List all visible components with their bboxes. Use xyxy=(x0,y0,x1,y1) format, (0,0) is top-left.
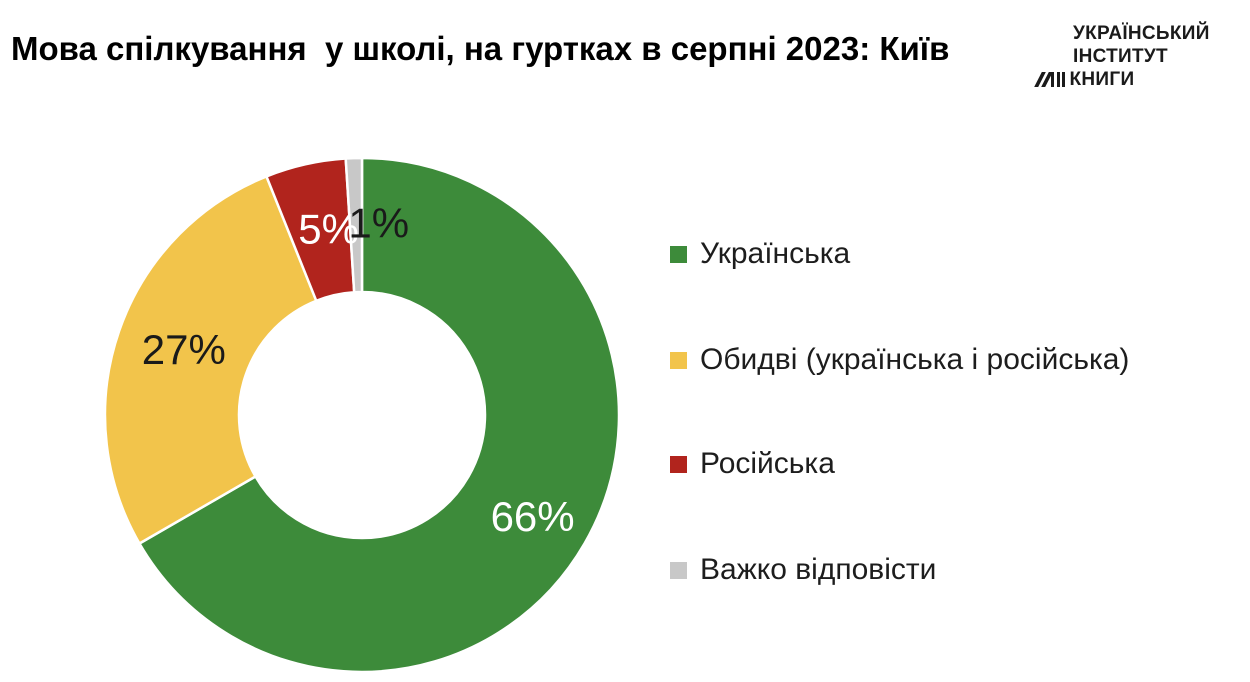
publisher-logo: УКРАЇНСЬКИЙ ІНСТИТУТ КНИГИ xyxy=(1034,22,1250,91)
legend-item-2: Обидві (українська і російська) xyxy=(670,343,1129,377)
book-institute-mark-icon xyxy=(1034,72,1068,87)
slice-percentage-label-3: 5% xyxy=(298,205,359,252)
legend-label: Важко відповісти xyxy=(700,553,937,586)
donut-chart-svg: 66% 27% 5%1% xyxy=(103,156,621,674)
legend-swatch-icon xyxy=(670,455,687,473)
logo-line-2: ІНСТИТУТ xyxy=(1073,46,1168,67)
legend-swatch-icon xyxy=(670,561,687,579)
legend-swatch-icon xyxy=(670,245,687,263)
page-title: Мова спілкування у школі, на гуртках в с… xyxy=(11,30,950,67)
legend-item-1: Українська xyxy=(670,237,850,271)
logo-line-3: КНИГИ xyxy=(1069,69,1135,90)
legend-swatch-icon xyxy=(670,351,687,369)
legend-label: Українська xyxy=(700,237,851,270)
legend-label: Обидві (українська і російська) xyxy=(700,343,1130,376)
donut-slice-2 xyxy=(103,174,318,546)
slice-percentage-label-2: 27% xyxy=(142,326,226,373)
slice-percentage-label-4: 1% xyxy=(348,200,409,247)
logo-line-1: УКРАЇНСЬКИЙ xyxy=(1073,23,1210,44)
donut-slice-4 xyxy=(344,156,364,294)
donut-slice-1 xyxy=(137,156,621,674)
donut-chart: 66% 27% 5% 1% xyxy=(103,156,621,674)
slice-percentage-label-1: 66% xyxy=(491,493,575,540)
chart-legend: Українська Обидві (українська і російська… xyxy=(670,0,1230,682)
legend-label: Російська xyxy=(700,447,835,480)
legend-item-3: Російська xyxy=(670,447,835,481)
legend-item-4: Важко відповісти xyxy=(670,553,936,587)
